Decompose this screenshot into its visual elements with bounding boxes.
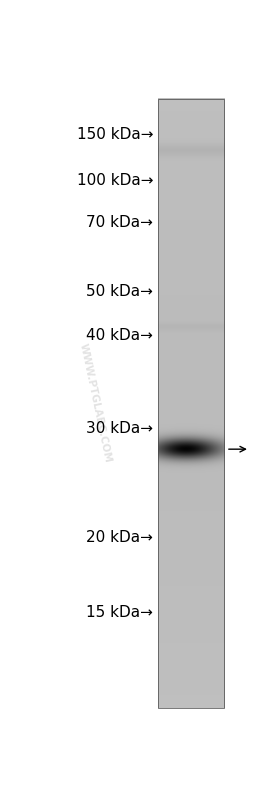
Text: 100 kDa→: 100 kDa→ [77,173,153,189]
Bar [158,99,224,708]
Text: 70 kDa→: 70 kDa→ [87,214,153,229]
Text: 150 kDa→: 150 kDa→ [77,126,153,141]
Text: 15 kDa→: 15 kDa→ [87,605,153,620]
Text: 50 kDa→: 50 kDa→ [87,284,153,299]
Text: 40 kDa→: 40 kDa→ [87,328,153,344]
Text: 20 kDa→: 20 kDa→ [87,530,153,545]
Text: 30 kDa→: 30 kDa→ [86,420,153,435]
Text: WWW.PTGLABC.COM: WWW.PTGLABC.COM [78,343,113,464]
